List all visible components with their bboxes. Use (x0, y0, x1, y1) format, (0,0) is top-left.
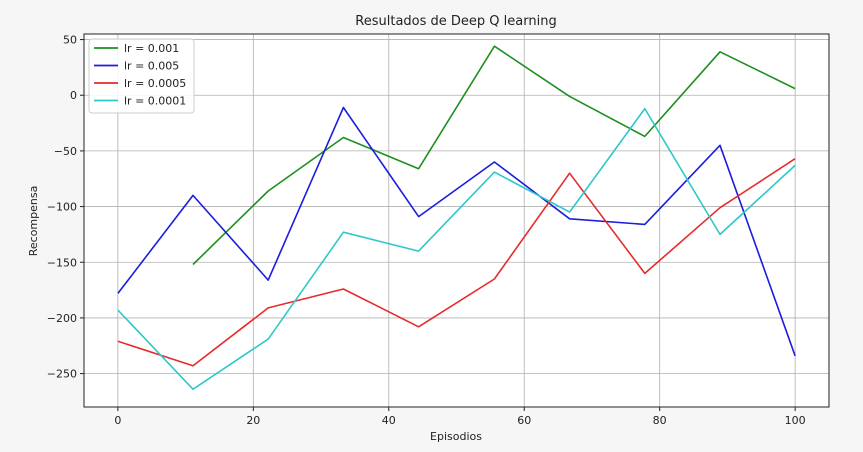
series-line-2 (117, 158, 796, 367)
axis-ticks: 0 20 40 60 80 100 50 0 −50 −100 −150 −200 −250 (47, 34, 806, 427)
legend-label: lr = 0.0001 (124, 95, 186, 108)
x-tick-label: 20 (246, 414, 260, 427)
y-tick-label: 0 (70, 89, 77, 102)
x-tick-label: 80 (653, 414, 667, 427)
series-line-0 (192, 45, 796, 266)
y-tick-label: −100 (47, 201, 77, 214)
x-tick-label: 40 (382, 414, 396, 427)
legend-label: lr = 0.005 (124, 60, 179, 73)
legend-label: lr = 0.001 (124, 42, 179, 55)
y-tick-label: −50 (54, 145, 77, 158)
legend: lr = 0.001 lr = 0.005 lr = 0.0005 lr = 0.00… (88, 38, 195, 114)
grid (84, 34, 829, 407)
legend-label: lr = 0.0005 (124, 77, 186, 90)
series-line-1 (117, 106, 796, 357)
y-tick-label: −150 (47, 256, 77, 269)
y-tick-label: −200 (47, 312, 77, 325)
series-line-3 (117, 107, 796, 391)
plot-frame (83, 33, 830, 408)
x-tick-label: 60 (517, 414, 531, 427)
x-tick-label: 100 (785, 414, 806, 427)
y-axis-label: Recompensa (27, 186, 40, 257)
chart-title: Resultados de Deep Q learning (355, 14, 556, 29)
legend-box (88, 38, 195, 114)
plot-area (84, 34, 829, 407)
y-tick-label: −250 (47, 368, 77, 381)
y-tick-label: 50 (63, 34, 77, 47)
x-tick-label: 0 (114, 414, 121, 427)
series-lines (117, 45, 796, 391)
x-axis-label: Episodios (430, 430, 482, 443)
